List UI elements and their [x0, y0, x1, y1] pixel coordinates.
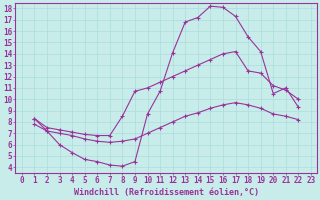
X-axis label: Windchill (Refroidissement éolien,°C): Windchill (Refroidissement éolien,°C)	[74, 188, 259, 197]
